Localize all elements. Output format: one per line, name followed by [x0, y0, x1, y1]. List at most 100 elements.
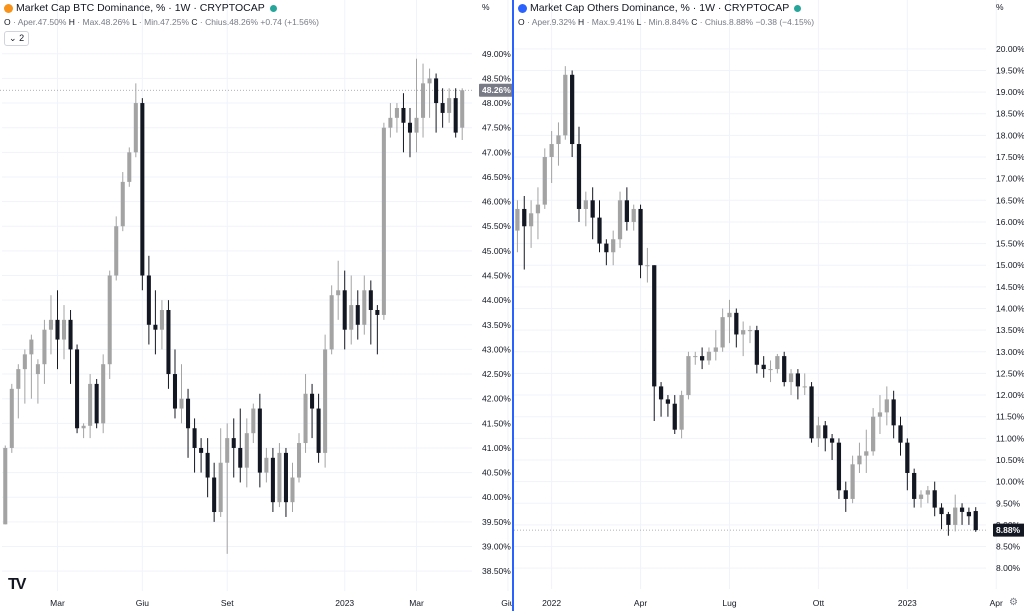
low-label: L — [132, 17, 137, 27]
btc-symbol-title[interactable]: Market Cap BTC Dominance, % · 1W · CRYPT… — [16, 2, 265, 14]
candle — [251, 403, 256, 444]
y-tick-label: 42.50% — [482, 369, 511, 379]
candle — [884, 386, 889, 426]
chevron-down-icon: ⌄ — [9, 33, 17, 43]
candle — [570, 70, 575, 158]
y-tick-label: 47.00% — [482, 147, 511, 157]
y-tick-label: 38.50% — [482, 566, 511, 576]
y-tick-label: 41.00% — [482, 443, 511, 453]
candle-body — [368, 290, 373, 310]
btc-legend-title[interactable]: Market Cap BTC Dominance, % · 1W · CRYPT… — [4, 2, 277, 14]
candle-body — [699, 356, 705, 361]
y-tick-label: 40.50% — [482, 468, 511, 478]
candle — [788, 369, 794, 396]
tradingview-logo[interactable]: TV — [8, 576, 27, 593]
candle-body — [48, 319, 53, 330]
candle-body — [355, 305, 360, 325]
candle — [316, 393, 321, 463]
others-price-axis[interactable]: 8.00%8.50%9.00%9.50%10.00%10.50%11.00%11… — [996, 2, 1024, 573]
others-legend-title[interactable]: Market Cap Others Dominance, % · 1W · CR… — [518, 2, 802, 14]
candle-body — [693, 356, 698, 358]
btc-dominance-chart[interactable]: 38.50% 39.00% 39.50% 40.00% 40.50% 41.00% 41.5… — [0, 0, 512, 611]
y-tick-label: 17.00% — [996, 174, 1024, 184]
y-tick-label: 48.00% — [482, 98, 511, 108]
candle-body — [966, 511, 972, 517]
others-dominance-pane[interactable]: 8.00%8.50%9.00%9.50%10.00%10.50%11.00%11… — [512, 0, 1024, 611]
candle-body — [127, 152, 132, 182]
others-dominance-chart[interactable]: 8.00%8.50%9.00%9.50%10.00%10.50%11.00%11… — [514, 0, 1024, 611]
x-tick-label: Giu — [501, 598, 512, 608]
candle — [205, 438, 210, 498]
y-tick-label: 43.50% — [482, 320, 511, 330]
x-tick-label: Giu — [136, 598, 150, 608]
candle-body — [407, 122, 413, 133]
candle-body — [925, 490, 930, 495]
indicators-toggle-button[interactable]: ⌄ 2 — [4, 31, 30, 46]
candle — [42, 319, 47, 384]
btc-price-axis[interactable]: 38.50% 39.00% 39.50% 40.00% 40.50% 41.00% 41.5… — [482, 2, 511, 576]
candle-body — [782, 356, 787, 383]
candle — [857, 442, 862, 473]
candle — [829, 434, 835, 460]
candle — [16, 364, 21, 419]
y-tick-label: 44.00% — [482, 295, 511, 305]
others-symbol-title[interactable]: Market Cap Others Dominance, % · 1W · CR… — [530, 2, 790, 14]
candle-body — [816, 425, 821, 439]
candle-body — [597, 217, 602, 244]
candle — [959, 503, 965, 525]
candle-body — [120, 181, 125, 227]
candle — [212, 462, 217, 522]
change-value: −0.38 (−4.15%) — [755, 17, 815, 27]
candle-body — [843, 490, 848, 499]
candle-body — [624, 200, 629, 222]
candle — [549, 131, 554, 183]
candle-body — [563, 74, 568, 136]
candle-body — [244, 433, 249, 468]
y-tick-label: 14.00% — [996, 304, 1024, 314]
candle-body — [153, 324, 158, 330]
high-value: · Max.9.41% — [586, 17, 635, 27]
gear-icon[interactable]: ⚙ — [1009, 597, 1018, 608]
candle-body — [871, 416, 876, 452]
candle — [166, 300, 171, 389]
candle — [225, 423, 230, 554]
btc-time-axis[interactable]: Mar Giu Set 2023 Mar Giu — [50, 598, 512, 608]
candle — [303, 374, 308, 453]
candle — [61, 305, 67, 360]
candle-body — [172, 374, 178, 409]
candle-body — [192, 428, 197, 448]
candle — [795, 369, 801, 400]
y-tick-label: 42.00% — [482, 394, 511, 404]
y-tick-label: 20.00% — [996, 44, 1024, 54]
candle-body — [238, 447, 243, 468]
candle-body — [686, 356, 691, 396]
candle-body — [296, 443, 302, 478]
btc-dominance-pane[interactable]: 38.50% 39.00% 39.50% 40.00% 40.50% 41.00% 41.5… — [0, 0, 512, 611]
candle-body — [658, 386, 664, 400]
candle-body — [16, 369, 21, 389]
candle — [597, 200, 602, 253]
close-value: · Chius.48.26% — [199, 17, 259, 27]
candle-body — [381, 127, 386, 315]
close-value: · Chius.8.88% — [699, 17, 754, 27]
y-tick-label: 12.50% — [996, 368, 1024, 378]
candle — [720, 308, 725, 352]
candle — [542, 148, 547, 209]
candle-body — [672, 403, 677, 430]
others-time-axis[interactable]: 2022AprLugOtt2023AprLug — [542, 598, 1024, 608]
candle-body — [768, 369, 773, 371]
candle — [754, 325, 759, 374]
candle — [912, 468, 917, 508]
candle-body — [231, 438, 236, 448]
x-tick-label: Mar — [50, 598, 65, 608]
candle — [244, 418, 249, 488]
change-value: +0.74 (+1.56%) — [260, 17, 320, 27]
candle — [296, 433, 302, 483]
candle-body — [329, 295, 334, 350]
candle-body — [460, 90, 465, 128]
x-tick-label: Lug — [722, 598, 736, 608]
candle — [706, 347, 712, 365]
candle — [342, 270, 347, 350]
candle — [22, 349, 27, 404]
others-ohlc-values: O · Aper.9.32% H · Max.9.41% L · Min.8.8… — [518, 17, 814, 27]
